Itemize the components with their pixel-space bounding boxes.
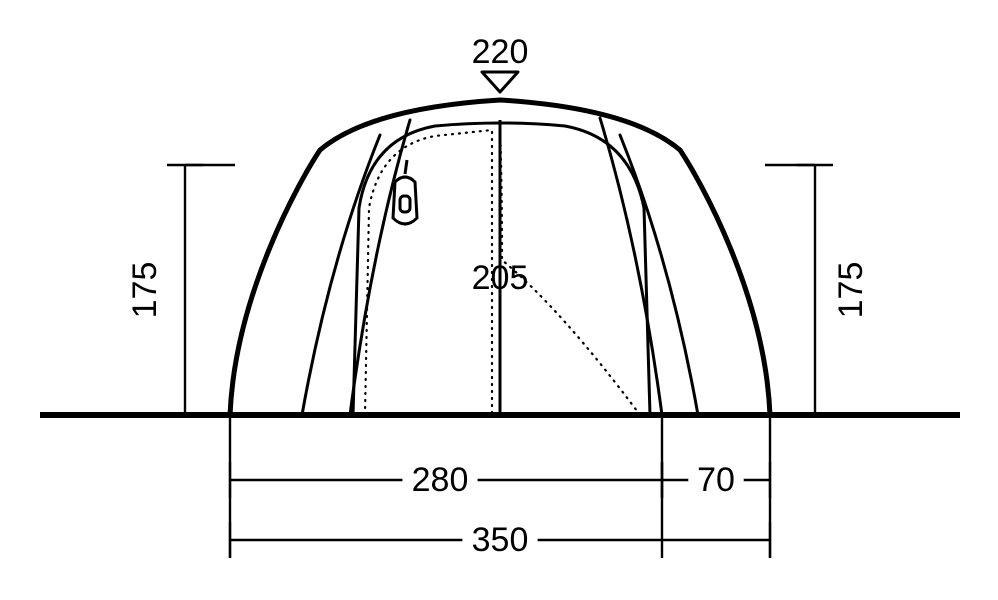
dim-top-220-label: 220 bbox=[472, 33, 529, 71]
dim-right-175-label: 175 bbox=[832, 262, 870, 319]
dim-right-175: 175 bbox=[797, 165, 870, 415]
dim-w350-label: 350 bbox=[472, 521, 529, 559]
dim-w280: 280 bbox=[230, 459, 662, 501]
dim-left-175: 175 bbox=[126, 165, 203, 415]
dim-top-220: 220 bbox=[472, 33, 529, 92]
panel-seam-right-outer bbox=[620, 135, 698, 415]
dim-w280-label: 280 bbox=[412, 461, 469, 499]
dim-left-175-label: 175 bbox=[126, 262, 164, 319]
panel-seam-left-inner bbox=[350, 120, 410, 415]
dim-center-205-label: 205 bbox=[472, 259, 529, 297]
dim-w70-label: 70 bbox=[697, 461, 735, 499]
dim-w350: 350 bbox=[230, 519, 770, 561]
dim-w70: 70 bbox=[662, 459, 770, 501]
